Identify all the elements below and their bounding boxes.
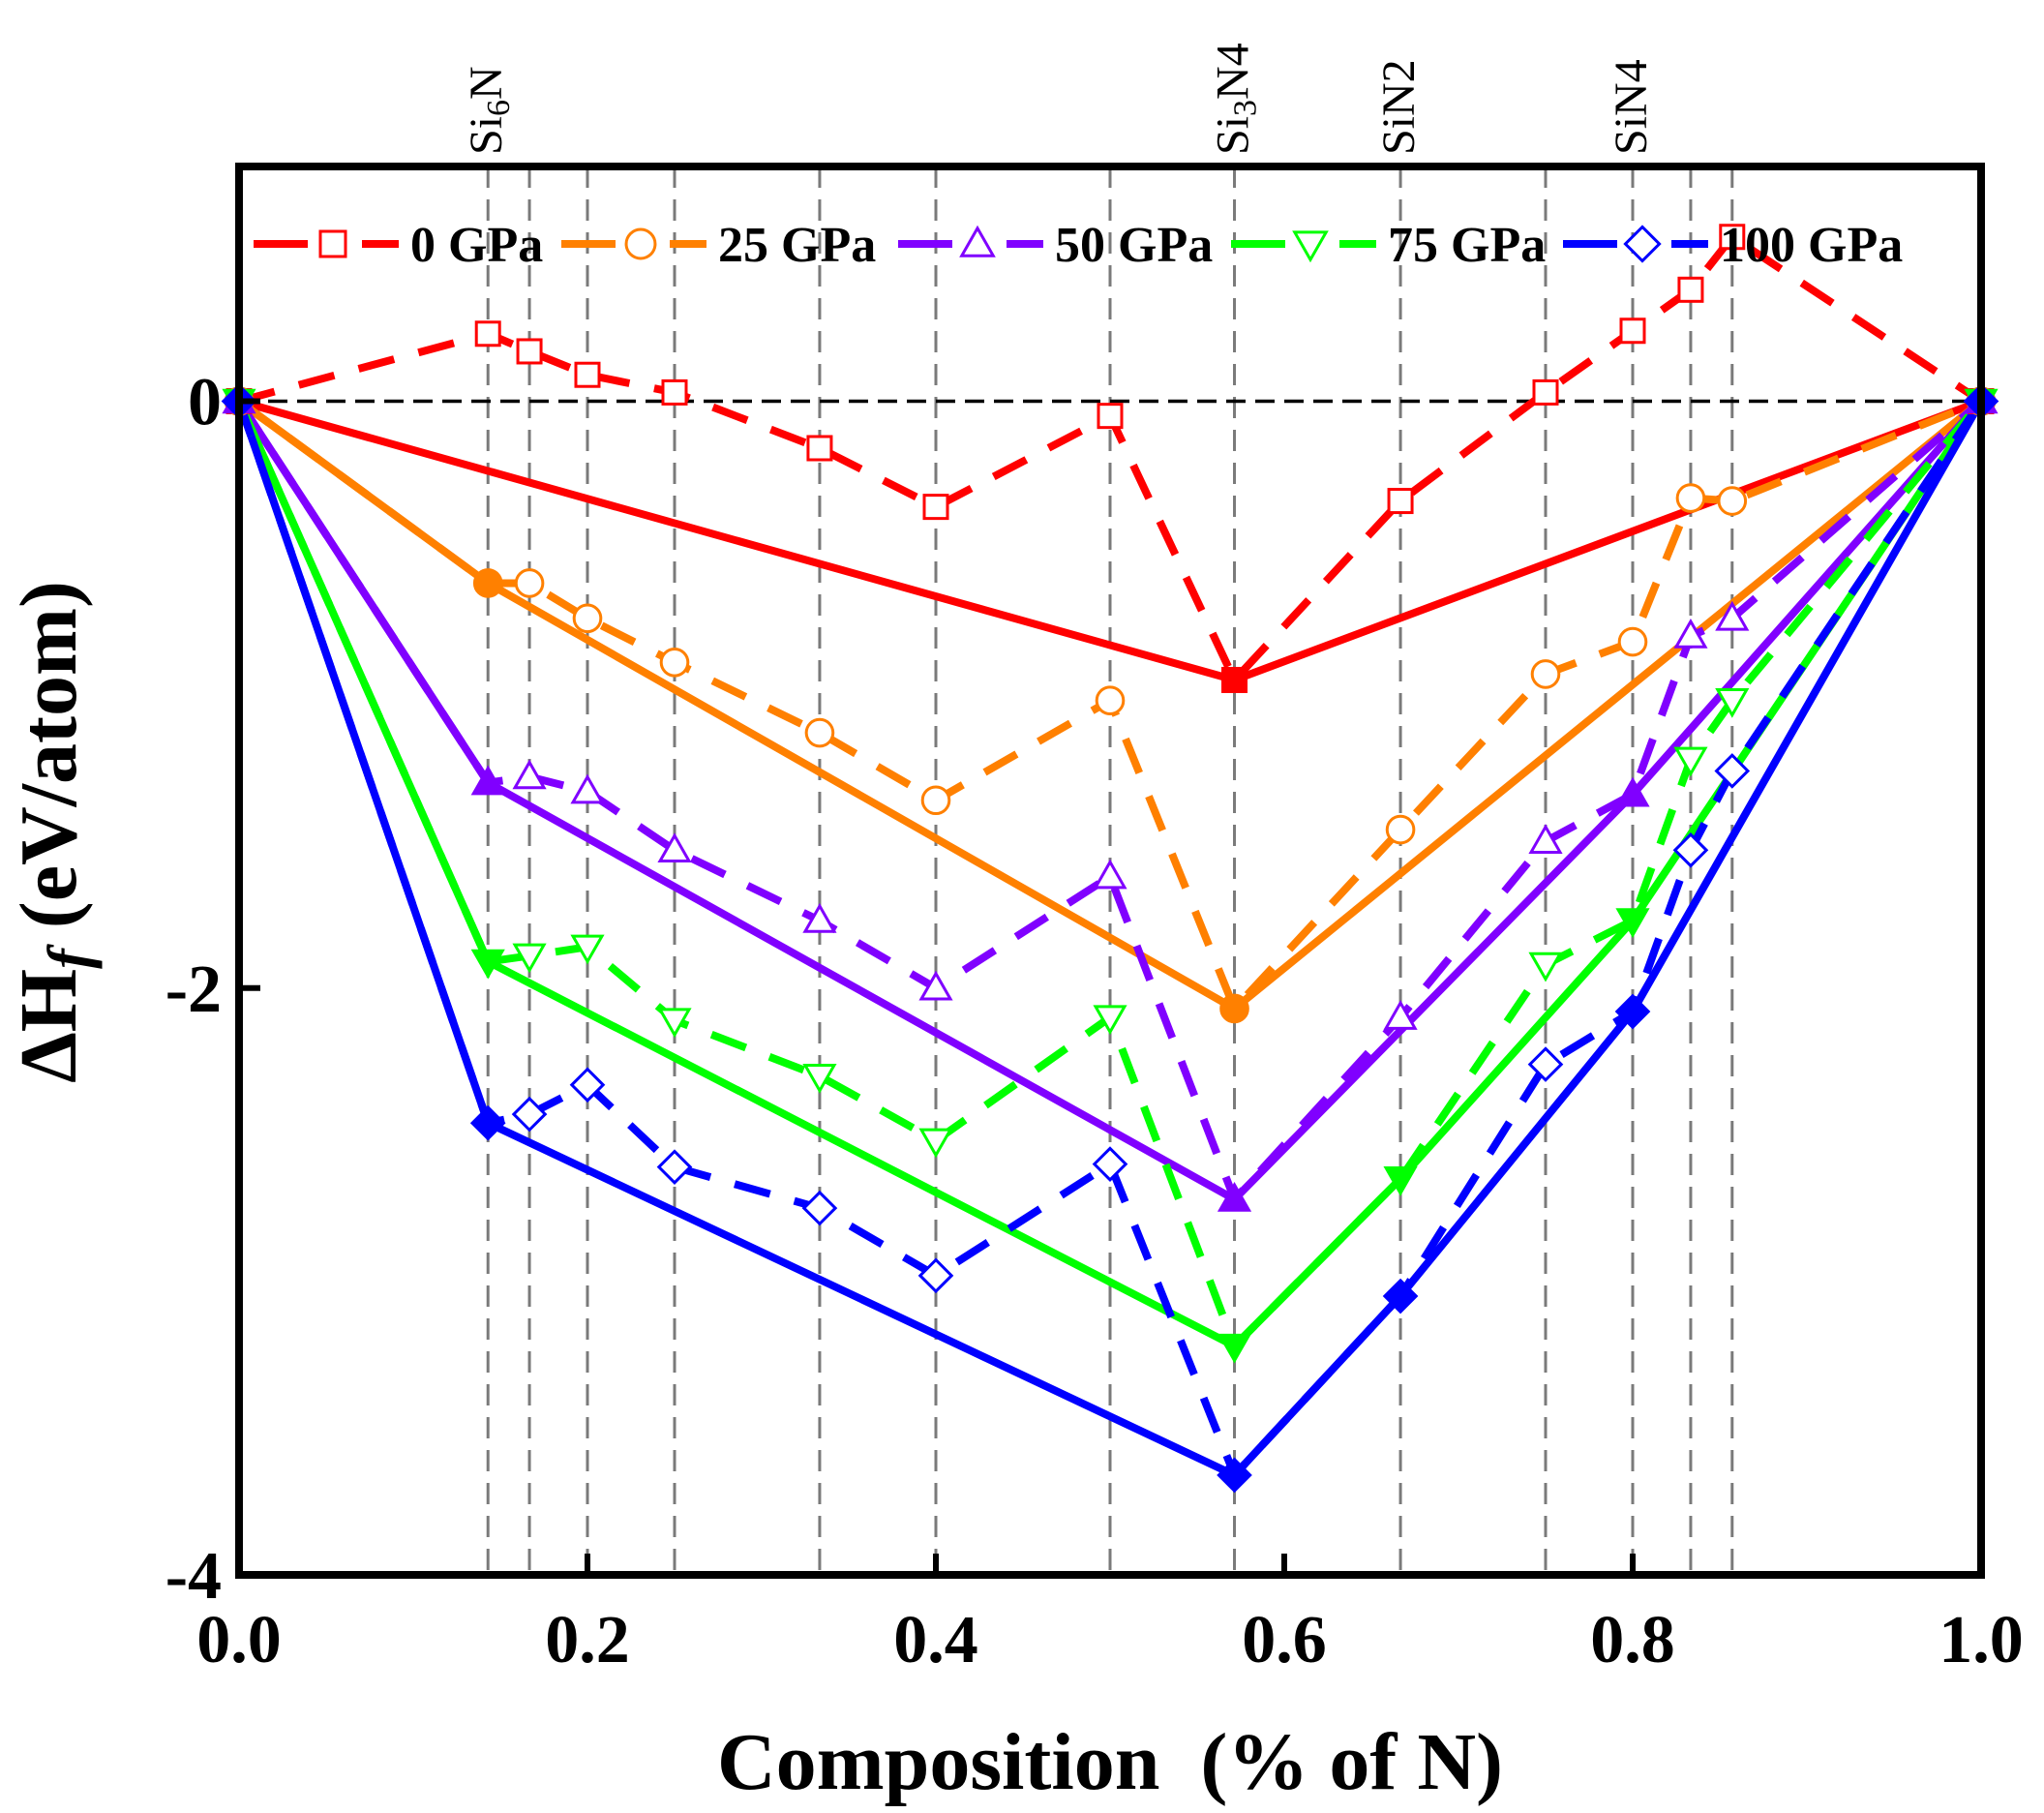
y-axis-title-units: (eV/atom) — [4, 581, 94, 949]
x-tick-label: 0.6 — [1242, 1603, 1327, 1677]
data-point — [574, 361, 601, 388]
data-point — [1623, 225, 1662, 263]
data-point — [1715, 687, 1750, 718]
data-point — [1093, 859, 1127, 890]
data-point — [1619, 317, 1646, 345]
data-point — [1530, 659, 1561, 689]
data-point — [1673, 618, 1708, 649]
data-point — [659, 647, 690, 678]
data-point — [1385, 814, 1416, 845]
data-point — [1382, 1278, 1419, 1314]
legend-label: 100 GPa — [1720, 218, 1903, 273]
data-point — [1672, 831, 1709, 868]
data-point — [1221, 666, 1248, 693]
data-point — [1217, 1333, 1252, 1364]
data-point — [472, 568, 503, 598]
data-point — [1093, 1005, 1127, 1036]
x-axis-title: Composition (% of N) — [717, 1717, 1503, 1807]
y-axis-title-main: ΔH — [4, 969, 94, 1083]
data-point — [918, 970, 953, 1001]
data-point — [657, 1008, 692, 1039]
data-point — [1217, 1181, 1252, 1212]
data-point — [656, 1149, 693, 1185]
series-dashed-line — [235, 398, 1984, 1203]
data-point — [1292, 230, 1329, 263]
x-tick-label: 0.4 — [893, 1603, 978, 1677]
data-point — [1615, 908, 1650, 939]
plot-frame — [235, 163, 1985, 1579]
compound-label: SiN2 — [1373, 59, 1425, 155]
data-point — [1715, 600, 1750, 631]
data-point — [1677, 276, 1704, 303]
data-point — [922, 494, 949, 521]
legend-label: 0 GPa — [410, 218, 543, 273]
data-point — [806, 435, 833, 462]
data-point — [1387, 488, 1414, 515]
data-point — [1719, 224, 1746, 251]
compound-label: SiN4 — [1606, 59, 1657, 155]
data-point — [804, 717, 835, 748]
compound-label: Si3N4 — [1208, 43, 1264, 155]
data-point — [959, 225, 996, 257]
data-point — [514, 568, 545, 598]
data-point — [657, 832, 692, 863]
data-point — [1095, 685, 1126, 715]
data-point — [917, 1257, 954, 1294]
axis-ticks: 0.0 0.2 0.4 0.6 0.8 1.0 0 -2 -4 — [165, 366, 2024, 1678]
data-point — [661, 378, 688, 406]
y-tick-label: 0 — [188, 366, 222, 440]
x-tick-label: 0.8 — [1590, 1603, 1675, 1677]
data-point — [511, 1096, 548, 1133]
data-point — [1219, 993, 1249, 1024]
data-point — [801, 1190, 838, 1226]
data-point — [1714, 753, 1751, 789]
data-point — [516, 338, 543, 365]
data-point — [918, 1128, 953, 1159]
data-point — [1383, 1166, 1418, 1196]
data-point — [920, 785, 951, 816]
y-tick-label: -2 — [165, 952, 222, 1027]
data-point — [318, 229, 347, 258]
data-point — [512, 943, 547, 974]
data-point — [1097, 403, 1124, 430]
data-point — [1528, 952, 1563, 982]
data-point — [469, 1104, 506, 1141]
data-point — [570, 773, 605, 804]
data-point — [470, 949, 505, 980]
data-point — [802, 903, 837, 933]
data-point — [1092, 1146, 1128, 1182]
y-tick-label: -4 — [165, 1539, 222, 1614]
data-point — [474, 320, 501, 347]
data-point — [1383, 1000, 1418, 1030]
data-point — [624, 227, 657, 260]
legend: 0 GPa 25 GPa 50 GPa 75 GPa 100 GPa — [254, 218, 1903, 273]
data-point — [1614, 993, 1651, 1030]
data-point — [1615, 776, 1650, 807]
compound-label: Si6N — [461, 66, 517, 155]
x-tick-label: 0.0 — [196, 1603, 282, 1677]
data-point — [1717, 486, 1748, 516]
series-dashed-line — [235, 399, 1985, 1479]
legend-label: 75 GPa — [1388, 218, 1546, 273]
data-point — [569, 1067, 606, 1103]
data-point — [1528, 824, 1563, 854]
data-point — [470, 765, 505, 796]
x-tick-label: 0.2 — [545, 1603, 630, 1677]
data-point — [512, 759, 547, 790]
y-axis-title: ΔHf (eV/atom) — [4, 581, 103, 1083]
data-point — [1675, 483, 1706, 513]
x-tick-label: 1.0 — [1939, 1603, 2024, 1677]
data-point — [570, 934, 605, 965]
data-point — [1217, 1457, 1252, 1494]
legend-label: 50 GPa — [1055, 218, 1213, 273]
data-point — [1532, 378, 1559, 406]
data-point — [1673, 746, 1708, 777]
data-point — [802, 1063, 837, 1094]
compound-labels: Si6N Si3N4 SiN2 SiN4 — [461, 43, 1657, 155]
data-point — [1617, 626, 1648, 657]
data-point — [1527, 1046, 1564, 1082]
data-point — [572, 603, 603, 634]
legend-label: 25 GPa — [718, 218, 876, 273]
